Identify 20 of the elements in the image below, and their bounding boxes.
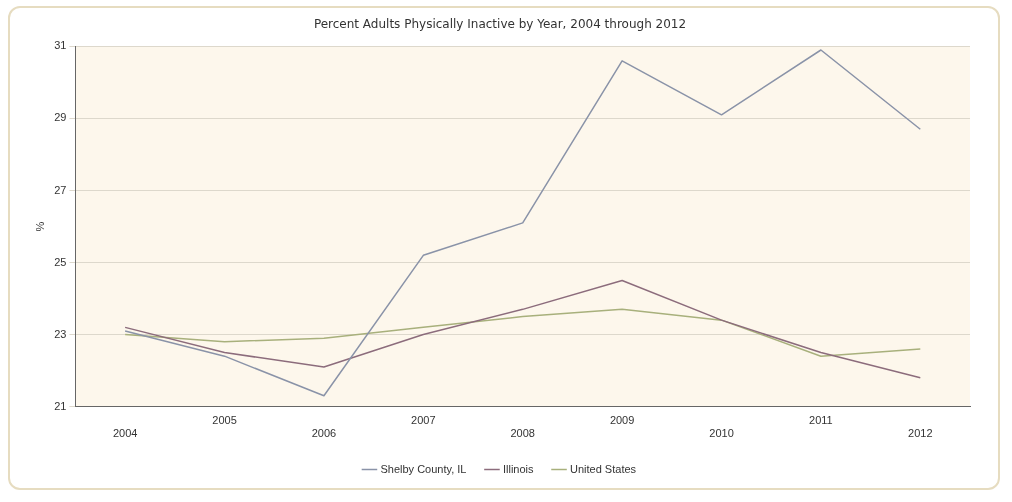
legend-label: United States	[570, 462, 637, 475]
y-tick-label: 27	[54, 183, 67, 196]
legend-label: Illinois	[502, 462, 535, 475]
y-tick-label: 29	[54, 111, 67, 124]
x-tick-label: 2007	[411, 414, 436, 427]
x-tick-label: 2010	[709, 427, 734, 440]
x-tick-label: 2006	[311, 427, 337, 440]
x-tick-label: 2008	[510, 427, 535, 440]
x-tick-label: 2005	[212, 414, 237, 427]
chart-title: Percent Adults Physically Inactive by Year, 2004 through 2012	[313, 17, 687, 32]
y-tick-label: 21	[54, 399, 67, 412]
x-tick-label: 2011	[809, 414, 833, 427]
y-tick-label: 25	[54, 255, 67, 268]
legend-label: Shelby County, IL	[380, 462, 467, 475]
y-tick-label: 31	[54, 39, 67, 52]
x-tick-label: 2012	[908, 427, 933, 440]
x-tick-label: 2004	[112, 427, 138, 440]
y-tick-label: 23	[54, 327, 67, 340]
y-axis-title: %	[33, 221, 46, 232]
x-tick-label: 2009	[609, 414, 635, 427]
